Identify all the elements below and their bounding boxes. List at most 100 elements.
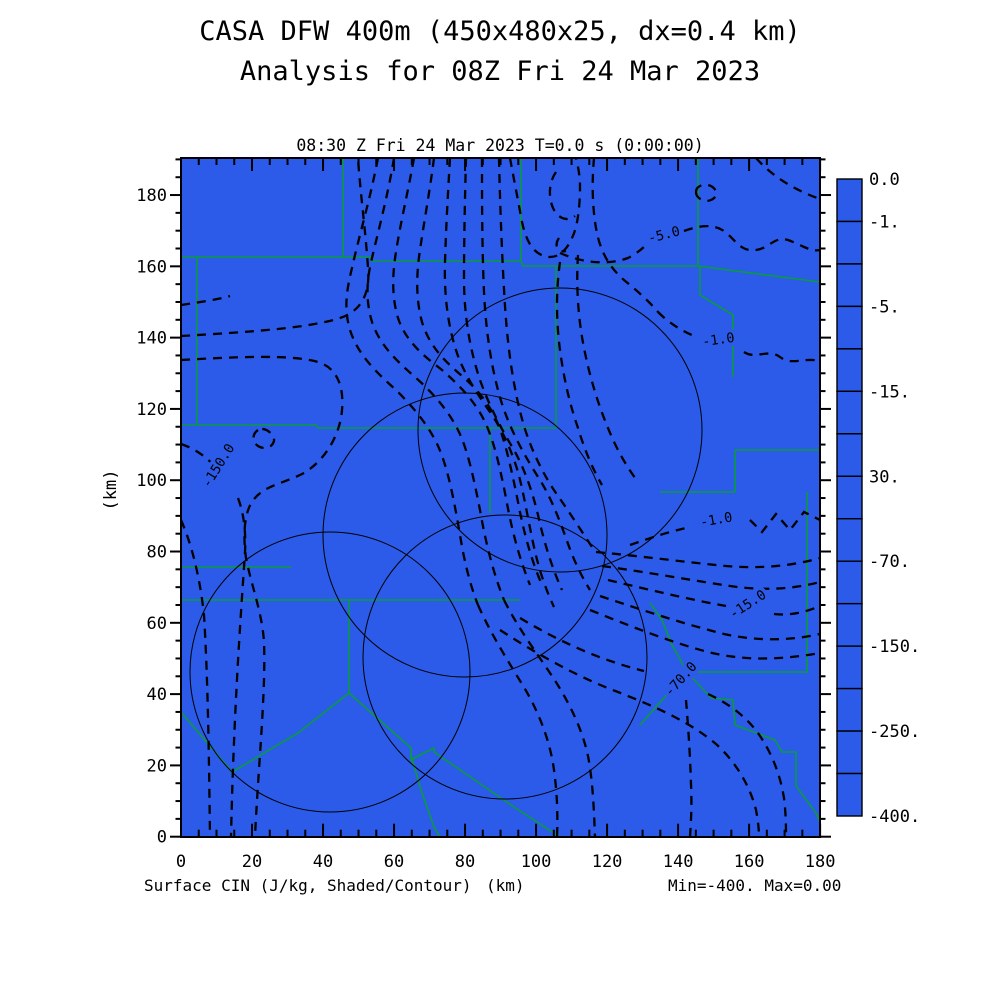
colorbar-label: -5. xyxy=(869,297,900,317)
cin-contour xyxy=(181,519,212,837)
range-circle xyxy=(362,514,648,800)
y-tick-label: 100 xyxy=(136,471,167,491)
colorbar-segment xyxy=(836,602,863,647)
colorbar-segment xyxy=(836,518,863,562)
colorbar-segment xyxy=(836,687,863,732)
y-axis-tick-labels: 0 20 40 60 80 100 120 140 160 180 xyxy=(136,186,167,848)
x-tick-label: 180 xyxy=(805,852,836,872)
x-tick-label: 120 xyxy=(592,852,623,872)
colorbar-label: -15. xyxy=(869,382,910,402)
colorbar-label: -400. xyxy=(869,807,920,827)
cin-contour xyxy=(181,158,370,338)
county-line xyxy=(660,449,820,673)
cin-contour xyxy=(773,604,820,616)
colorbar-segment xyxy=(836,772,863,817)
x-axis-units: (km) xyxy=(486,876,525,895)
cin-contour xyxy=(589,608,820,660)
cin-contour xyxy=(576,254,639,483)
cin-contour xyxy=(416,158,544,586)
x-tick-label: 60 xyxy=(384,852,404,872)
cin-contour xyxy=(392,158,532,586)
county-line xyxy=(181,692,350,773)
colorbar-label: 0.0 xyxy=(869,170,900,190)
y-tick-label: 20 xyxy=(147,756,167,776)
cin-contour xyxy=(559,243,648,264)
field-caption: Surface CIN (J/kg, Shaded/Contour) xyxy=(144,876,472,895)
cin-contour xyxy=(443,158,556,608)
colorbar-segment xyxy=(836,348,863,393)
y-tick-label: 160 xyxy=(136,257,167,277)
county-line xyxy=(410,754,441,837)
page-subtitle: Analysis for 08Z Fri 24 Mar 2023 xyxy=(239,56,761,87)
colorbar-segment xyxy=(836,475,863,520)
cin-contour xyxy=(555,237,567,253)
x-tick-label: 160 xyxy=(734,852,765,872)
colorbar-segment xyxy=(836,263,863,308)
x-tick-label: 100 xyxy=(521,852,552,872)
y-tick-label: 80 xyxy=(147,543,167,563)
x-tick-label: 140 xyxy=(663,852,694,872)
cin-contour xyxy=(502,599,597,837)
cin-contour xyxy=(657,311,695,338)
cin-contour xyxy=(555,261,603,486)
colorbar-segment xyxy=(836,560,863,605)
range-circle xyxy=(417,287,703,573)
colorbar xyxy=(836,178,863,817)
y-axis-title: (km) xyxy=(101,470,121,511)
colorbar-segment xyxy=(836,645,863,690)
cin-contour xyxy=(366,158,506,601)
cin-contour xyxy=(591,158,659,313)
cin-contour xyxy=(694,183,718,203)
cin-contour xyxy=(508,158,582,259)
colorbar-labels: 0.0 -1. -5. -15. 30. -70. -150. -250. -400. xyxy=(869,170,920,827)
county-line xyxy=(699,266,734,377)
colorbar-segment xyxy=(836,220,863,265)
y-tick-label: 40 xyxy=(147,685,167,705)
cin-contour xyxy=(181,355,344,837)
colorbar-label: 30. xyxy=(869,467,900,487)
cin-contour xyxy=(743,350,820,363)
y-tick-label: 0 xyxy=(157,828,167,848)
cin-contour xyxy=(181,294,231,307)
y-tick-label: 140 xyxy=(136,329,167,349)
colorbar-label: -250. xyxy=(869,722,920,742)
colorbar-label: -70. xyxy=(869,552,910,572)
cin-contour xyxy=(476,604,559,837)
cin-contour xyxy=(629,526,687,547)
county-line xyxy=(181,424,556,429)
colorbar-segment xyxy=(836,305,863,350)
cin-contour xyxy=(707,692,788,837)
colorbar-segment xyxy=(836,730,863,775)
y-tick-label: 180 xyxy=(136,186,167,206)
x-tick-label: 20 xyxy=(242,852,262,872)
cin-contour xyxy=(599,594,820,641)
minmax-readout: Min=-400. Max=0.00 xyxy=(668,876,842,895)
x-tick-label: 0 xyxy=(176,852,186,872)
colorbar-segment xyxy=(836,390,863,435)
cin-contour xyxy=(595,550,820,569)
cin-contour xyxy=(252,427,276,450)
cin-contour xyxy=(749,510,820,534)
cin-contour xyxy=(601,564,820,590)
cin-contour xyxy=(499,629,761,837)
x-axis-tick-labels: 0 20 40 60 80 100 120 140 160 180 xyxy=(176,852,836,872)
cin-contour xyxy=(480,158,591,591)
cin-contour xyxy=(497,158,595,551)
colorbar-segment xyxy=(836,433,863,477)
cin-contour xyxy=(755,158,820,201)
colorbar-segment xyxy=(836,178,863,223)
x-tick-label: 80 xyxy=(455,852,475,872)
colorbar-label: -150. xyxy=(869,637,920,657)
y-tick-label: 120 xyxy=(136,400,167,420)
cin-contour-lines xyxy=(181,158,820,837)
county-line xyxy=(348,692,561,837)
cin-contour xyxy=(683,224,820,252)
cin-contour xyxy=(462,158,564,591)
page-title: CASA DFW 400m (450x480x25, dx=0.4 km) xyxy=(199,16,801,47)
cin-contour xyxy=(548,171,576,221)
county-boundaries xyxy=(181,158,820,837)
cin-contour xyxy=(181,442,219,471)
radar-range-circles xyxy=(189,287,703,813)
